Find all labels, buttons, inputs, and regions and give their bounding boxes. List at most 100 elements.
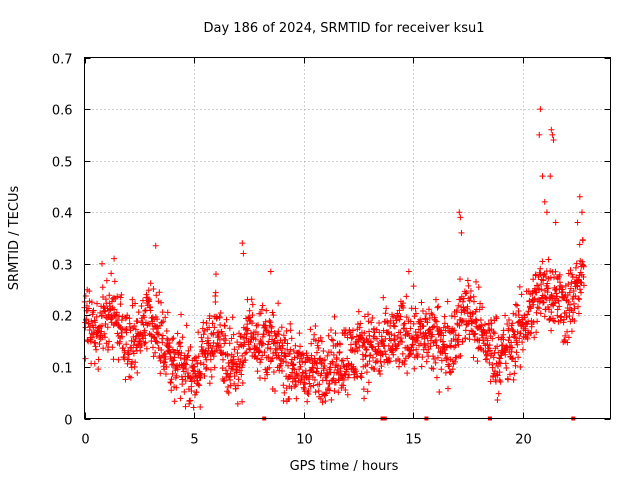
data-point [124, 312, 131, 319]
data-point [287, 373, 294, 380]
data-point [528, 329, 535, 336]
data-point [517, 363, 524, 370]
data-point [317, 395, 324, 402]
data-point [547, 173, 554, 180]
y-tick-label: 0 [64, 414, 72, 429]
data-point [545, 256, 552, 263]
data-point [344, 374, 351, 381]
data-point [457, 352, 464, 359]
data-point [223, 316, 230, 323]
data-point [541, 313, 548, 320]
data-point [290, 361, 297, 368]
data-point [269, 355, 276, 362]
data-point [239, 240, 246, 247]
data-point [424, 335, 431, 342]
data-point [464, 303, 471, 310]
data-point [244, 321, 251, 328]
data-point [275, 331, 282, 338]
data-point [412, 328, 419, 335]
data-point [333, 354, 340, 361]
data-point [423, 310, 430, 317]
data-point [164, 309, 171, 316]
data-point [565, 281, 572, 288]
data-point [119, 333, 126, 340]
data-point [178, 311, 185, 318]
data-point [505, 317, 512, 324]
data-point [82, 292, 89, 299]
data-point [192, 391, 199, 398]
data-point [555, 297, 562, 304]
data-point [357, 373, 364, 380]
data-point [229, 366, 236, 373]
data-point [350, 327, 357, 334]
data-point [533, 309, 540, 316]
data-point [92, 319, 99, 326]
data-point [537, 265, 544, 272]
data-point [283, 359, 290, 366]
data-point [455, 302, 462, 309]
data-point [433, 318, 440, 325]
data-point [228, 335, 235, 342]
data-point [201, 327, 208, 334]
data-point [305, 376, 312, 383]
data-point [332, 379, 339, 386]
data-point [226, 373, 233, 380]
data-point [524, 335, 531, 342]
data-point [326, 381, 333, 388]
data-point [329, 360, 336, 367]
data-point [155, 298, 162, 305]
data-point [490, 329, 497, 336]
data-point [197, 374, 204, 381]
data-point [256, 348, 263, 355]
data-point [233, 369, 240, 376]
data-point [397, 329, 404, 336]
data-point [206, 324, 213, 331]
data-point [419, 354, 426, 361]
data-point [390, 351, 397, 358]
data-point [328, 349, 335, 356]
data-point [381, 318, 388, 325]
data-point [413, 346, 420, 353]
data-point [509, 344, 516, 351]
data-point [509, 326, 516, 333]
data-point [207, 366, 214, 373]
data-point [293, 395, 300, 402]
data-point [160, 359, 167, 366]
data-point [361, 313, 368, 320]
data-point [238, 371, 245, 378]
data-point [506, 371, 513, 378]
data-point [398, 335, 405, 342]
data-point [288, 384, 295, 391]
data-point [104, 324, 111, 331]
data-point [531, 295, 538, 302]
data-point [441, 313, 448, 320]
data-point [234, 349, 241, 356]
data-point [312, 322, 319, 329]
data-point [246, 307, 253, 314]
data-point [208, 373, 215, 380]
data-point [162, 350, 169, 357]
data-point [221, 377, 228, 384]
data-point [313, 360, 320, 367]
data-point [132, 326, 139, 333]
data-point [346, 371, 353, 378]
data-point [90, 307, 97, 314]
data-point [556, 303, 563, 310]
data-point [525, 318, 532, 325]
data-point [432, 317, 439, 324]
data-point [141, 340, 148, 347]
data-point [200, 361, 207, 368]
data-point [493, 315, 500, 322]
data-point [494, 396, 501, 403]
data-point [377, 370, 384, 377]
data-point [307, 326, 314, 333]
data-point [550, 137, 557, 144]
data-point [174, 366, 181, 373]
data-point [278, 324, 285, 331]
data-point [95, 356, 102, 363]
data-point [545, 285, 552, 292]
y-tick-label: 0.5 [52, 156, 73, 171]
data-point [210, 339, 217, 346]
data-point [231, 380, 238, 387]
data-point [510, 376, 517, 383]
